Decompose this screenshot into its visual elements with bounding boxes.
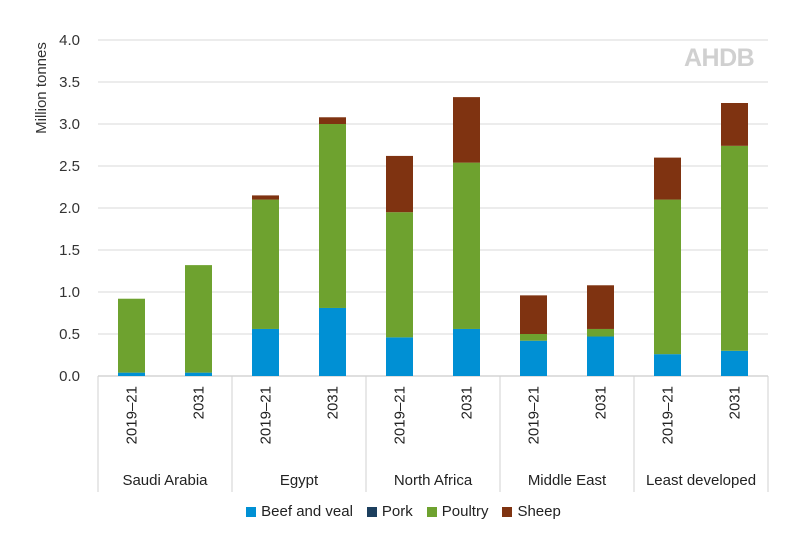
bar-segment-poultry (118, 298, 145, 373)
y-tick-label: 3.0 (59, 116, 80, 133)
bar-segment-beef-and-veal (185, 372, 212, 376)
bar-segment-beef-and-veal (453, 328, 480, 376)
y-tick-label: 2.0 (59, 200, 80, 217)
bar-segment-poultry (386, 212, 413, 338)
y-tick-label: 4.0 (59, 32, 80, 49)
bar-segment-poultry (587, 328, 614, 337)
legend-label: Beef and veal (261, 503, 353, 520)
bar-segment-sheep (721, 103, 748, 146)
bar-segment-beef-and-veal (118, 372, 145, 376)
x-tick-label: 2019–21 (660, 386, 677, 444)
group-label: Middle East (528, 472, 607, 489)
x-tick-label: 2031 (325, 386, 342, 419)
bar-segment-beef-and-veal (587, 336, 614, 376)
legend-label: Poultry (441, 503, 489, 520)
y-axis-title: Million tonnes (33, 42, 50, 134)
group-label: Least developed (646, 472, 756, 489)
bar-segment-poultry (185, 265, 212, 373)
legend-swatch (246, 506, 257, 517)
bar-segment-poultry (453, 162, 480, 329)
x-tick-label: 2019–21 (124, 386, 141, 444)
bar-segment-sheep (654, 157, 681, 200)
legend-item: Pork (366, 503, 413, 520)
ahdb-logo: AHDB (684, 44, 755, 72)
group-label: North Africa (394, 472, 473, 489)
legend-item: Sheep (502, 503, 561, 520)
x-tick-label: 2031 (727, 386, 744, 419)
y-tick-label: 0.0 (59, 368, 80, 385)
bar-segment-poultry (721, 145, 748, 351)
bar-segment-beef-and-veal (520, 340, 547, 376)
y-tick-label: 1.0 (59, 284, 80, 301)
bar-segment-poultry (654, 199, 681, 355)
legend-label: Sheep (517, 503, 561, 520)
bar-segment-sheep (587, 285, 614, 329)
group-label: Egypt (280, 472, 319, 489)
bar-segment-sheep (520, 295, 547, 334)
bar-segment-sheep (453, 97, 480, 163)
legend: Beef and veal Pork Poultry Sheep (0, 503, 807, 520)
x-tick-label: 2031 (191, 386, 208, 419)
x-tick-label: 2031 (593, 386, 610, 419)
legend-swatch (426, 506, 437, 517)
x-tick-label: 2019–21 (526, 386, 543, 444)
bar-segment-sheep (252, 195, 279, 200)
bar-segment-beef-and-veal (319, 307, 346, 376)
bar-segment-poultry (520, 334, 547, 341)
bar-segment-poultry (252, 199, 279, 329)
x-tick-label: 2019–21 (258, 386, 275, 444)
legend-item: Poultry (426, 503, 489, 520)
x-tick-label: 2031 (459, 386, 476, 419)
bar-segment-sheep (319, 117, 346, 124)
bar-segment-beef-and-veal (386, 337, 413, 376)
bar-segment-beef-and-veal (654, 354, 681, 376)
y-tick-label: 1.5 (59, 242, 80, 259)
x-tick-label: 2019–21 (392, 386, 409, 444)
legend-swatch (502, 506, 513, 517)
bar-segment-sheep (386, 155, 413, 213)
legend-swatch (366, 506, 377, 517)
bar-segment-poultry (319, 124, 346, 308)
bar-segment-beef-and-veal (721, 350, 748, 376)
legend-item: Beef and veal (246, 503, 353, 520)
y-tick-label: 0.5 (59, 326, 80, 343)
bar-segment-beef-and-veal (252, 328, 279, 376)
legend-label: Pork (381, 503, 413, 520)
y-tick-label: 3.5 (59, 74, 80, 91)
group-label: Saudi Arabia (122, 472, 208, 489)
y-tick-label: 2.5 (59, 158, 80, 175)
